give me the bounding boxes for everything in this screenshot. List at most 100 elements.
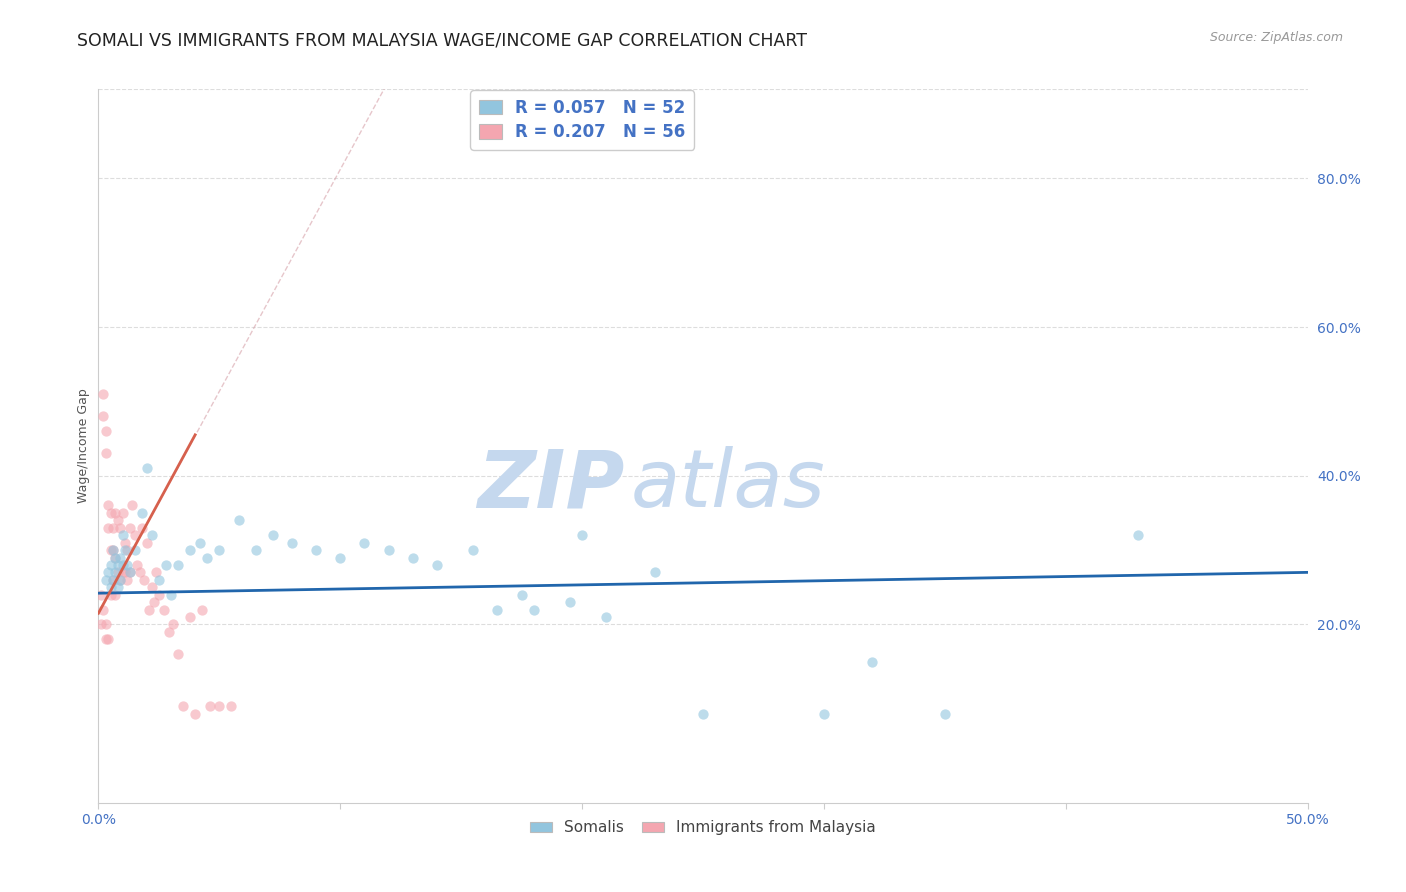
Point [1128, 528, 1150, 542]
Point [135, 461, 157, 475]
Point [179, 610, 201, 624]
Point [329, 550, 352, 565]
Point [101, 573, 124, 587]
Point [101, 543, 124, 558]
Point [141, 528, 163, 542]
Point [155, 558, 177, 572]
Point [117, 543, 139, 558]
Point [486, 602, 509, 616]
Point [94, 632, 117, 647]
Point [94, 446, 117, 460]
Point [188, 535, 211, 549]
Point [91, 602, 114, 616]
Point [463, 543, 485, 558]
Point [195, 550, 218, 565]
Point [114, 535, 136, 549]
Point [124, 543, 146, 558]
Point [100, 588, 122, 602]
Point [510, 588, 533, 602]
Point [104, 588, 127, 602]
Point [523, 602, 546, 616]
Point [184, 706, 207, 721]
Point [860, 655, 883, 669]
Point [104, 550, 127, 565]
Point [127, 558, 149, 572]
Point [101, 543, 124, 558]
Point [148, 573, 170, 587]
Point [90, 588, 112, 602]
Point [118, 566, 141, 580]
Text: atlas: atlas [630, 446, 825, 524]
Point [198, 699, 221, 714]
Point [934, 706, 956, 721]
Point [179, 543, 201, 558]
Point [121, 499, 143, 513]
Point [208, 699, 231, 714]
Point [111, 528, 134, 542]
Point [111, 506, 134, 520]
Point [104, 566, 127, 580]
Point [152, 602, 174, 616]
Point [148, 588, 170, 602]
Point [108, 573, 131, 587]
Point [160, 588, 183, 602]
Text: ZIP: ZIP [477, 446, 624, 524]
Point [91, 387, 114, 401]
Point [262, 528, 284, 542]
Point [353, 535, 375, 549]
Point [167, 558, 190, 572]
Point [117, 573, 139, 587]
Point [118, 566, 141, 580]
Point [813, 706, 835, 721]
Point [135, 535, 157, 549]
Point [228, 513, 250, 527]
Point [100, 580, 122, 594]
Point [91, 409, 114, 424]
Point [595, 610, 617, 624]
Point [558, 595, 581, 609]
Point [100, 558, 122, 572]
Point [100, 543, 122, 558]
Point [402, 550, 425, 565]
Point [111, 566, 134, 580]
Point [305, 543, 328, 558]
Point [107, 580, 129, 594]
Point [692, 706, 714, 721]
Point [101, 521, 124, 535]
Point [281, 535, 304, 549]
Point [114, 543, 136, 558]
Point [107, 558, 129, 572]
Point [97, 499, 120, 513]
Point [131, 506, 153, 520]
Point [131, 521, 153, 535]
Point [245, 543, 267, 558]
Point [118, 521, 141, 535]
Point [644, 566, 666, 580]
Point [221, 699, 243, 714]
Point [94, 573, 117, 587]
Point [377, 543, 399, 558]
Point [117, 558, 139, 572]
Point [571, 528, 593, 542]
Point [128, 566, 150, 580]
Point [134, 573, 156, 587]
Point [167, 647, 190, 661]
Point [208, 543, 231, 558]
Point [157, 624, 180, 639]
Point [94, 617, 117, 632]
Point [90, 617, 112, 632]
Point [108, 573, 131, 587]
Point [172, 699, 194, 714]
Point [97, 632, 120, 647]
Point [101, 573, 124, 587]
Text: SOMALI VS IMMIGRANTS FROM MALAYSIA WAGE/INCOME GAP CORRELATION CHART: SOMALI VS IMMIGRANTS FROM MALAYSIA WAGE/… [77, 31, 807, 49]
Point [104, 550, 127, 565]
Point [107, 566, 129, 580]
Y-axis label: Wage/Income Gap: Wage/Income Gap [77, 389, 90, 503]
Point [97, 566, 120, 580]
Point [124, 528, 146, 542]
Point [162, 617, 184, 632]
Text: Source: ZipAtlas.com: Source: ZipAtlas.com [1209, 31, 1343, 45]
Point [107, 513, 129, 527]
Point [100, 506, 122, 520]
